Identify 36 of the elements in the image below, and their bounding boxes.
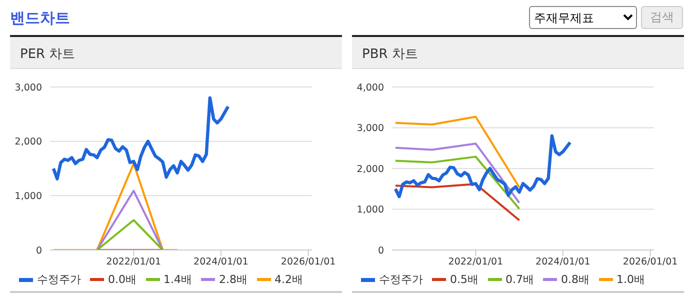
y-tick-label: 3,000 [356, 123, 384, 134]
legend-label: 수정주가 [36, 272, 81, 287]
x-tick-label: 2026/01/01 [622, 256, 678, 268]
x-tick-label: 2022/01/01 [448, 256, 504, 268]
y-tick-label: 1,000 [14, 191, 42, 202]
line-series [52, 96, 230, 180]
chart-title: PER 차트 [10, 37, 342, 71]
y-tick-label: 3,000 [14, 82, 42, 94]
legend-label: 1.4배 [162, 272, 192, 287]
y-tick-label: 4,000 [356, 82, 384, 94]
legend-label: 1.0배 [616, 272, 645, 287]
legend-label: 0.0배 [107, 272, 136, 287]
legend-label: 0.7배 [504, 272, 534, 287]
line-series [394, 142, 520, 204]
legend-label: 0.5배 [449, 272, 478, 287]
y-tick-label: 2,000 [356, 164, 384, 175]
line-series [394, 156, 520, 210]
chart-title: PBR 차트 [352, 37, 684, 71]
search-button: 검색 [641, 6, 683, 29]
y-tick-label: 2,000 [14, 136, 42, 148]
legend-label: 4.2배 [274, 272, 303, 287]
y-tick-label: 0 [36, 245, 42, 256]
y-tick-label: 0 [378, 245, 384, 256]
x-tick-label: 2024/01/01 [536, 256, 590, 268]
select-field: 주재무제표 [529, 6, 637, 29]
legend-label: 0.8배 [560, 272, 590, 287]
text: 밴드차트 [10, 9, 70, 28]
line-series [394, 116, 520, 188]
y-tick-label: 1,000 [356, 204, 384, 216]
legend-label: 수정주가 [378, 272, 423, 287]
x-tick-label: 2022/01/01 [106, 256, 162, 268]
x-tick-label: 2026/01/01 [280, 256, 336, 268]
x-tick-label: 2024/01/01 [194, 256, 248, 268]
legend-label: 2.8배 [218, 272, 248, 287]
line-series [394, 182, 520, 222]
line-series [394, 134, 572, 198]
